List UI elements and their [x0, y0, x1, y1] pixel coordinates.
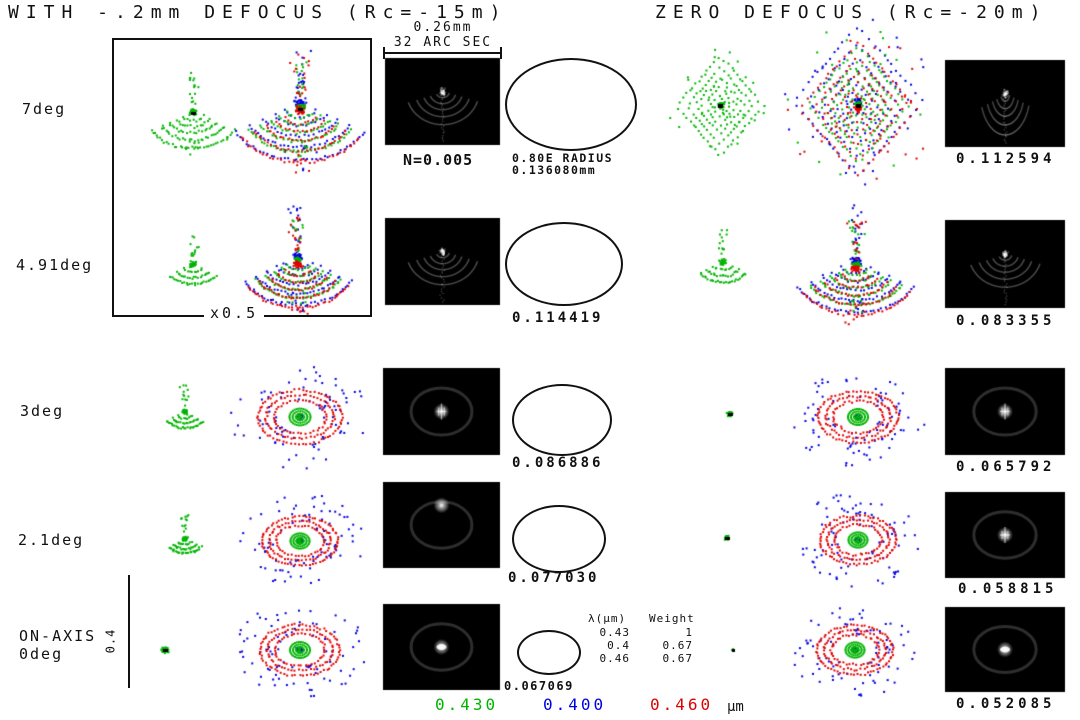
- spot-onaxis-defocus-green: [130, 615, 200, 685]
- legend-wavelength-red: 0.460: [650, 695, 714, 714]
- spot-7deg-defocus-green: [158, 77, 228, 147]
- field-label-4p91deg: 4.91deg: [16, 256, 94, 274]
- spot-3deg-defocus-green: [150, 377, 220, 447]
- spot-3deg-zero-rgb: [823, 382, 893, 452]
- ellipse-caption-4p91deg: 0.114419: [512, 310, 604, 326]
- psf-3deg-zero: [945, 368, 1065, 455]
- spot-7deg-zero-green: [685, 71, 755, 141]
- ellipse-caption-2p1deg: 0.077030: [508, 570, 600, 586]
- spot-4p91deg-zero-green: [688, 227, 758, 297]
- scale-bar-right-tick: [500, 47, 502, 59]
- spot-2p1deg-defocus-green: [150, 504, 220, 574]
- legend-unit-label: μm: [727, 699, 744, 715]
- spot-3deg-zero-green: [695, 379, 765, 449]
- spot-4p91deg-defocus-green: [158, 229, 228, 299]
- spot-7deg-defocus-rgb: [265, 73, 335, 143]
- psf-3deg-defocus: [383, 368, 500, 455]
- psf-onaxis-zero: [945, 607, 1065, 692]
- field-label-2p1deg: 2.1deg: [18, 531, 85, 549]
- psf-caption-2p1deg-zero: 0.058815: [958, 581, 1058, 597]
- on-axis-scale-line: [128, 575, 130, 688]
- psf-4p91deg-zero: [945, 220, 1065, 308]
- field-label-onaxis: ON-AXIS: [19, 627, 97, 645]
- spot-3deg-defocus-rgb: [265, 382, 335, 452]
- field-label-0deg: 0deg: [19, 645, 64, 663]
- legend-wavelength-blue: 0.400: [543, 695, 607, 714]
- spot-2p1deg-zero-green: [692, 503, 762, 573]
- spot-2p1deg-zero-rgb: [823, 505, 893, 575]
- psf-caption-onaxis-zero: 0.052085: [956, 696, 1056, 712]
- wavelength-value-2: 0.4: [607, 639, 630, 652]
- psf-7deg-zero: [945, 60, 1065, 147]
- wavelength-table-header-weight: Weight: [649, 612, 695, 625]
- field-label-7deg: 7deg: [22, 100, 67, 118]
- encircled-energy-ellipse-7deg: [505, 58, 637, 151]
- spot-4p91deg-defocus-rgb: [263, 227, 333, 297]
- psf-caption-3deg-zero: 0.065792: [956, 459, 1056, 475]
- psf-2p1deg-defocus: [383, 482, 500, 568]
- wavelength-value-1: 0.43: [599, 626, 630, 639]
- encircled-energy-ellipse-4p91deg: [505, 222, 623, 306]
- psf-2p1deg-zero: [945, 492, 1065, 578]
- scale-bar-left-tick: [383, 47, 385, 59]
- weight-value-3: 0.67: [662, 652, 693, 665]
- spot-onaxis-zero-rgb: [820, 615, 890, 685]
- psf-caption-4p91deg-zero: 0.083355: [956, 313, 1056, 329]
- ellipse-caption-3deg: 0.086886: [512, 455, 604, 471]
- scale-bar-line: [383, 52, 502, 54]
- weight-value-2: 0.67: [662, 639, 693, 652]
- scale-bar-arcsec-label: 32 ARC SEC: [393, 35, 493, 50]
- encircled-energy-ellipse-2p1deg: [512, 505, 606, 573]
- on-axis-scale-label: 0.4: [103, 628, 118, 654]
- radius-caption-line2: 0.136080mm: [512, 163, 597, 177]
- title-zero-defocus: ZERO DEFOCUS (Rc=-20m): [655, 2, 1048, 23]
- scale-bar-mm-label: 0.26mm: [413, 20, 473, 35]
- spot-7deg-zero-rgb: [823, 71, 893, 141]
- ellipse-caption-onaxis: 0.067069: [504, 679, 574, 693]
- encircled-energy-ellipse-onaxis: [517, 630, 581, 675]
- wavelength-value-3: 0.46: [599, 652, 630, 665]
- legend-wavelength-green: 0.430: [435, 695, 499, 714]
- title-defocus: WITH -.2mm DEFOCUS (Rc=-15m): [8, 2, 508, 23]
- psf-4p91deg-defocus: [385, 218, 500, 305]
- psf-onaxis-defocus: [383, 604, 500, 690]
- spot-4p91deg-zero-rgb: [821, 231, 891, 301]
- weight-value-1: 1: [685, 626, 693, 639]
- spot-2p1deg-defocus-rgb: [265, 506, 335, 576]
- encircled-energy-ellipse-3deg: [512, 384, 612, 456]
- spot-onaxis-zero-green: [698, 615, 768, 685]
- spot-onaxis-defocus-rgb: [265, 615, 335, 685]
- half-scale-label: x0.5: [204, 304, 265, 322]
- wavelength-table-header-lambda: λ(μm): [588, 612, 627, 625]
- psf-n-caption: N=0.005: [403, 151, 474, 169]
- psf-caption-7deg-zero: 0.112594: [956, 151, 1056, 167]
- psf-7deg-defocus: [385, 58, 500, 145]
- radius-caption-line1: 0.80E RADIUS: [512, 151, 614, 165]
- field-label-3deg: 3deg: [20, 402, 65, 420]
